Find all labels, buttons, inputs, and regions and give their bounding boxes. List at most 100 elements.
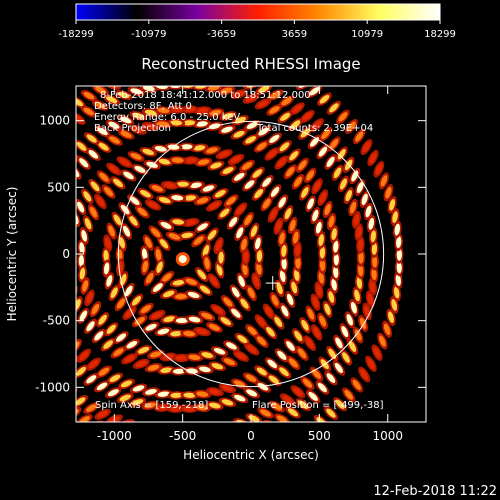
image-blob-core <box>109 374 121 382</box>
image-blob-core <box>130 88 143 95</box>
image-blob-core <box>157 107 170 114</box>
image-blob-core <box>86 134 97 143</box>
image-blob-core <box>76 298 81 311</box>
image-blob-core <box>172 279 185 286</box>
image-blob-core <box>341 325 349 338</box>
image-blob-core <box>275 220 282 232</box>
image-blob-core <box>88 149 99 159</box>
image-blob-core <box>119 158 130 166</box>
image-blob-core <box>79 310 88 322</box>
image-blob-core <box>358 251 364 264</box>
image-blob-core <box>284 207 292 220</box>
image-blob-core <box>132 112 144 119</box>
image-blob-core <box>163 290 175 298</box>
image-blob-core <box>62 330 73 343</box>
x-axis-label: Heliocentric X (arcsec) <box>183 448 319 462</box>
image-blob-core <box>208 402 221 409</box>
image-pixels <box>52 67 404 443</box>
image-blob-core <box>256 249 263 262</box>
image-blob-core <box>151 311 163 319</box>
image-blob-core <box>233 130 245 138</box>
image-blob-core <box>383 323 391 336</box>
image-blob-core <box>307 198 315 210</box>
image-blob-core <box>160 221 172 229</box>
image-blob-core <box>110 287 118 299</box>
image-blob-core <box>319 192 327 204</box>
image-blob-core <box>288 358 298 368</box>
image-blob-core <box>159 238 169 249</box>
image-blob-core <box>172 219 185 225</box>
image-blob-core <box>269 208 277 220</box>
image-blob-core <box>371 242 378 255</box>
image-blob-core <box>396 248 402 261</box>
x-tick-label: 0 <box>247 429 255 443</box>
colorbar-tick-label: 18299 <box>424 29 456 40</box>
image-blob-core <box>146 427 159 434</box>
image-blob-core <box>79 351 89 361</box>
image-blob-core <box>83 191 92 202</box>
image-blob-core <box>155 248 162 261</box>
image-blob-core <box>75 67 88 77</box>
image-blob-core <box>211 363 224 370</box>
image-blob-core <box>188 354 201 361</box>
image-blob-core <box>134 165 146 173</box>
image-blob-core <box>318 234 324 246</box>
image-blob-core <box>118 76 131 85</box>
image-blob-core <box>197 269 207 280</box>
image-blob-core <box>175 355 188 361</box>
image-blob-core <box>367 293 374 306</box>
image-blob-core <box>131 399 144 406</box>
image-blob-core <box>371 268 377 281</box>
image-blob-core <box>193 236 204 245</box>
image-blob-core <box>104 237 111 250</box>
image-blob-core <box>142 260 149 273</box>
image-blob-core <box>144 402 157 409</box>
image-blob-core <box>130 152 142 160</box>
image-blob-core <box>389 199 396 211</box>
image-blob-core <box>346 314 353 326</box>
image-blob-core <box>196 391 209 397</box>
image-blob-core <box>221 126 233 133</box>
image-blob-core <box>312 120 322 130</box>
image-blob-core <box>212 306 224 315</box>
image-blob-core <box>286 72 299 83</box>
flare-source-core <box>178 255 187 264</box>
image-blob-core <box>208 201 220 210</box>
image-blob-core <box>333 167 342 179</box>
image-blob-core <box>202 185 215 192</box>
image-blob-core <box>294 244 301 257</box>
image-blob <box>178 86 197 90</box>
image-blob-core <box>356 181 364 194</box>
image-blob-core <box>116 298 126 309</box>
image-blob-core <box>97 410 109 418</box>
image-blob-core <box>293 231 299 244</box>
image-blob-core <box>153 283 163 292</box>
image-blob-core <box>298 400 309 409</box>
image-blob-core <box>234 394 246 402</box>
image-blob-core <box>209 388 221 395</box>
image-blob-core <box>98 367 110 376</box>
image-blob-core <box>78 254 84 267</box>
image-blob-core <box>144 123 157 130</box>
image-blob-core <box>124 355 135 363</box>
image-blob-core <box>373 347 381 359</box>
image-blob-core <box>321 129 331 140</box>
image-blob <box>55 155 73 174</box>
image-blob-core <box>113 214 122 226</box>
image-blob-core <box>255 237 261 250</box>
image-blob-core <box>223 423 236 431</box>
image-blob-core <box>240 298 249 309</box>
image-blob-core <box>61 432 74 443</box>
image-blob-core <box>163 182 176 189</box>
image-blob-core <box>293 387 303 397</box>
image-blob-core <box>171 195 184 201</box>
image-blob-core <box>195 121 208 127</box>
image-blob-core <box>286 341 295 351</box>
image-blob-core <box>145 272 154 284</box>
x-tick-label: -500 <box>169 429 196 443</box>
image-blob-core <box>65 262 71 274</box>
image-blob-core <box>52 129 64 141</box>
image-blob-core <box>348 341 357 352</box>
image-blob-core <box>216 264 223 276</box>
image-blob-core <box>225 342 237 350</box>
